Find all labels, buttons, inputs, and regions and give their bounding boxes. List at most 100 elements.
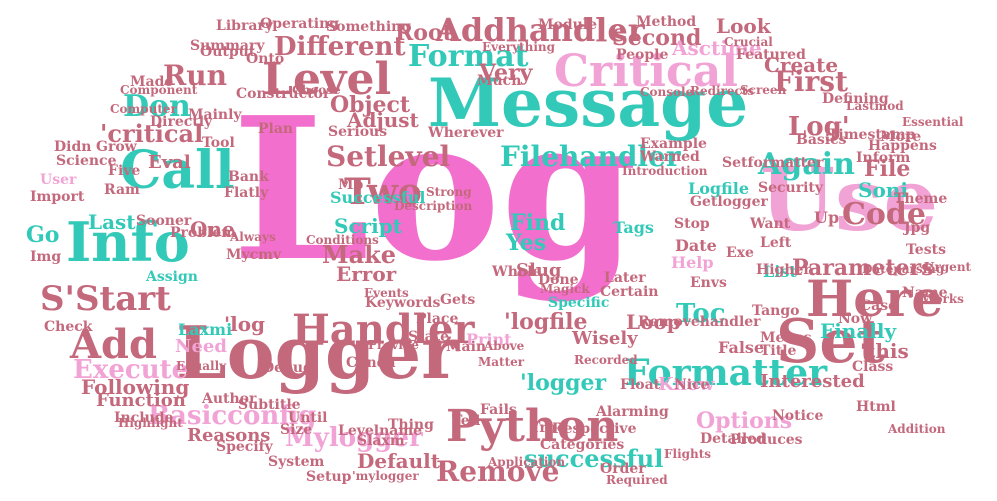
word-console: Console — [640, 85, 694, 99]
word-import: Import — [30, 189, 85, 205]
word-now: Now — [838, 311, 873, 327]
word-left: Left — [760, 235, 792, 251]
word-inform: Inform — [856, 150, 911, 166]
word-produces: Produces — [730, 432, 803, 448]
word-onto: Onto — [246, 51, 285, 67]
word-certain: Certain — [600, 284, 659, 300]
word-dateparsing: Dateparsing — [862, 262, 945, 276]
word-case: Case — [860, 298, 898, 314]
word-detailed: Detailed — [700, 431, 766, 447]
word-events: Events — [364, 286, 409, 300]
word-stop: Stop — [674, 216, 710, 232]
word-critical-q: 'critical — [100, 119, 204, 148]
word-didn: Didn — [54, 139, 92, 155]
word-go: Go — [26, 222, 60, 248]
word-plan: Plan — [258, 121, 294, 137]
word-user: User — [40, 172, 77, 188]
word-two: Two — [344, 171, 422, 213]
word-computer: Computer — [110, 102, 177, 116]
word-directly: Directly — [150, 114, 213, 130]
word-notice: Notice — [772, 408, 824, 424]
word-operating: Operating — [260, 16, 340, 32]
word-equally: Equally — [176, 359, 227, 373]
word-second: Second — [612, 25, 702, 51]
word-conditions: Conditions — [306, 233, 379, 247]
word-author: Author — [202, 391, 257, 407]
word-respective: Respective — [552, 421, 637, 437]
word-means: Means — [760, 330, 812, 346]
word-float: Float — [620, 377, 661, 393]
word-date: Date — [675, 236, 717, 255]
word-application: Application — [488, 455, 566, 469]
word-defining: Defining — [822, 91, 889, 107]
word-subtitle: Subtitle — [238, 397, 301, 413]
word-setformatter: Setformatter — [722, 155, 824, 171]
word-tags: Tags — [613, 218, 654, 237]
word-asctime: Asctime — [672, 36, 762, 60]
word-reasons: Reasons — [187, 425, 271, 446]
word-default: Default — [357, 449, 441, 473]
word-later: Later — [604, 270, 646, 286]
word-tool: Tool — [202, 135, 235, 151]
word-mb: Mb — [338, 177, 364, 193]
word-library: Library — [216, 18, 273, 34]
word-check: Check — [44, 319, 93, 335]
word-execute: Execute — [73, 355, 189, 385]
word-more: More — [880, 129, 922, 145]
word-last: Last — [88, 210, 136, 234]
word-following: Following — [81, 375, 190, 399]
word-recorded: Recorded — [574, 353, 638, 367]
word-img: Img — [30, 249, 62, 265]
word-toc: Toc — [676, 299, 726, 329]
word-add: Add — [70, 321, 157, 368]
word-logger-q: 'logger — [520, 370, 607, 396]
word-mainly: Mainly — [188, 107, 242, 123]
word-run: Run — [163, 59, 227, 92]
word-error: Error — [336, 262, 397, 286]
word-provide: Provide — [368, 338, 419, 352]
word-log: Log — [232, 75, 638, 305]
word-specific: Specific — [548, 295, 610, 311]
word-setlevel: Setlevel — [326, 140, 451, 173]
word-find: Find — [510, 210, 566, 236]
word-tests: Tests — [906, 242, 946, 258]
word-want: Want — [750, 216, 791, 232]
word-don: Don — [123, 89, 191, 124]
word-wisely: Wisely — [572, 328, 638, 349]
word-magick: Magick — [540, 282, 590, 296]
word-this-q: 'this — [860, 339, 909, 363]
word-name: Name — [902, 285, 948, 301]
word-handler: Handler — [292, 306, 475, 353]
word-slaxm: Slaxm — [357, 433, 405, 449]
word-grow: Grow — [96, 139, 137, 155]
word-call: Call — [120, 140, 235, 201]
word-system: System — [268, 454, 325, 470]
word-different: Different — [274, 32, 406, 62]
word-method: Method — [636, 14, 697, 30]
word-class: Class — [852, 359, 894, 375]
word-people: People — [616, 47, 669, 63]
word-print: Print — [466, 330, 512, 349]
word-function: Function — [96, 390, 186, 411]
word-successful-l: successful — [524, 444, 664, 473]
word-place: Place — [416, 311, 459, 327]
word-code: Code — [842, 197, 926, 232]
word-fails: Fails — [480, 402, 517, 418]
word-create: Create — [764, 53, 839, 77]
word-interested: Interested — [760, 371, 865, 392]
word-theme: Theme — [894, 191, 948, 207]
word-include: Include — [114, 410, 174, 426]
word-security: Security — [758, 180, 824, 196]
word-introduction: Introduction — [622, 164, 708, 178]
word-addition: Addition — [888, 422, 946, 436]
word-urgent: Urgent — [924, 260, 972, 274]
word-constructor: Constructor — [236, 86, 331, 102]
word-removehandler: Removehandler — [638, 314, 761, 330]
word-science: Science — [56, 153, 117, 169]
word-timestamp: Timestamp — [828, 127, 916, 143]
word-make: Make — [322, 240, 397, 269]
word-example: Example — [640, 136, 707, 152]
word-adjust: Adjust — [347, 108, 419, 132]
word-basicconfig: Basicconfig — [148, 401, 317, 431]
word-bank: Bank — [228, 169, 269, 185]
